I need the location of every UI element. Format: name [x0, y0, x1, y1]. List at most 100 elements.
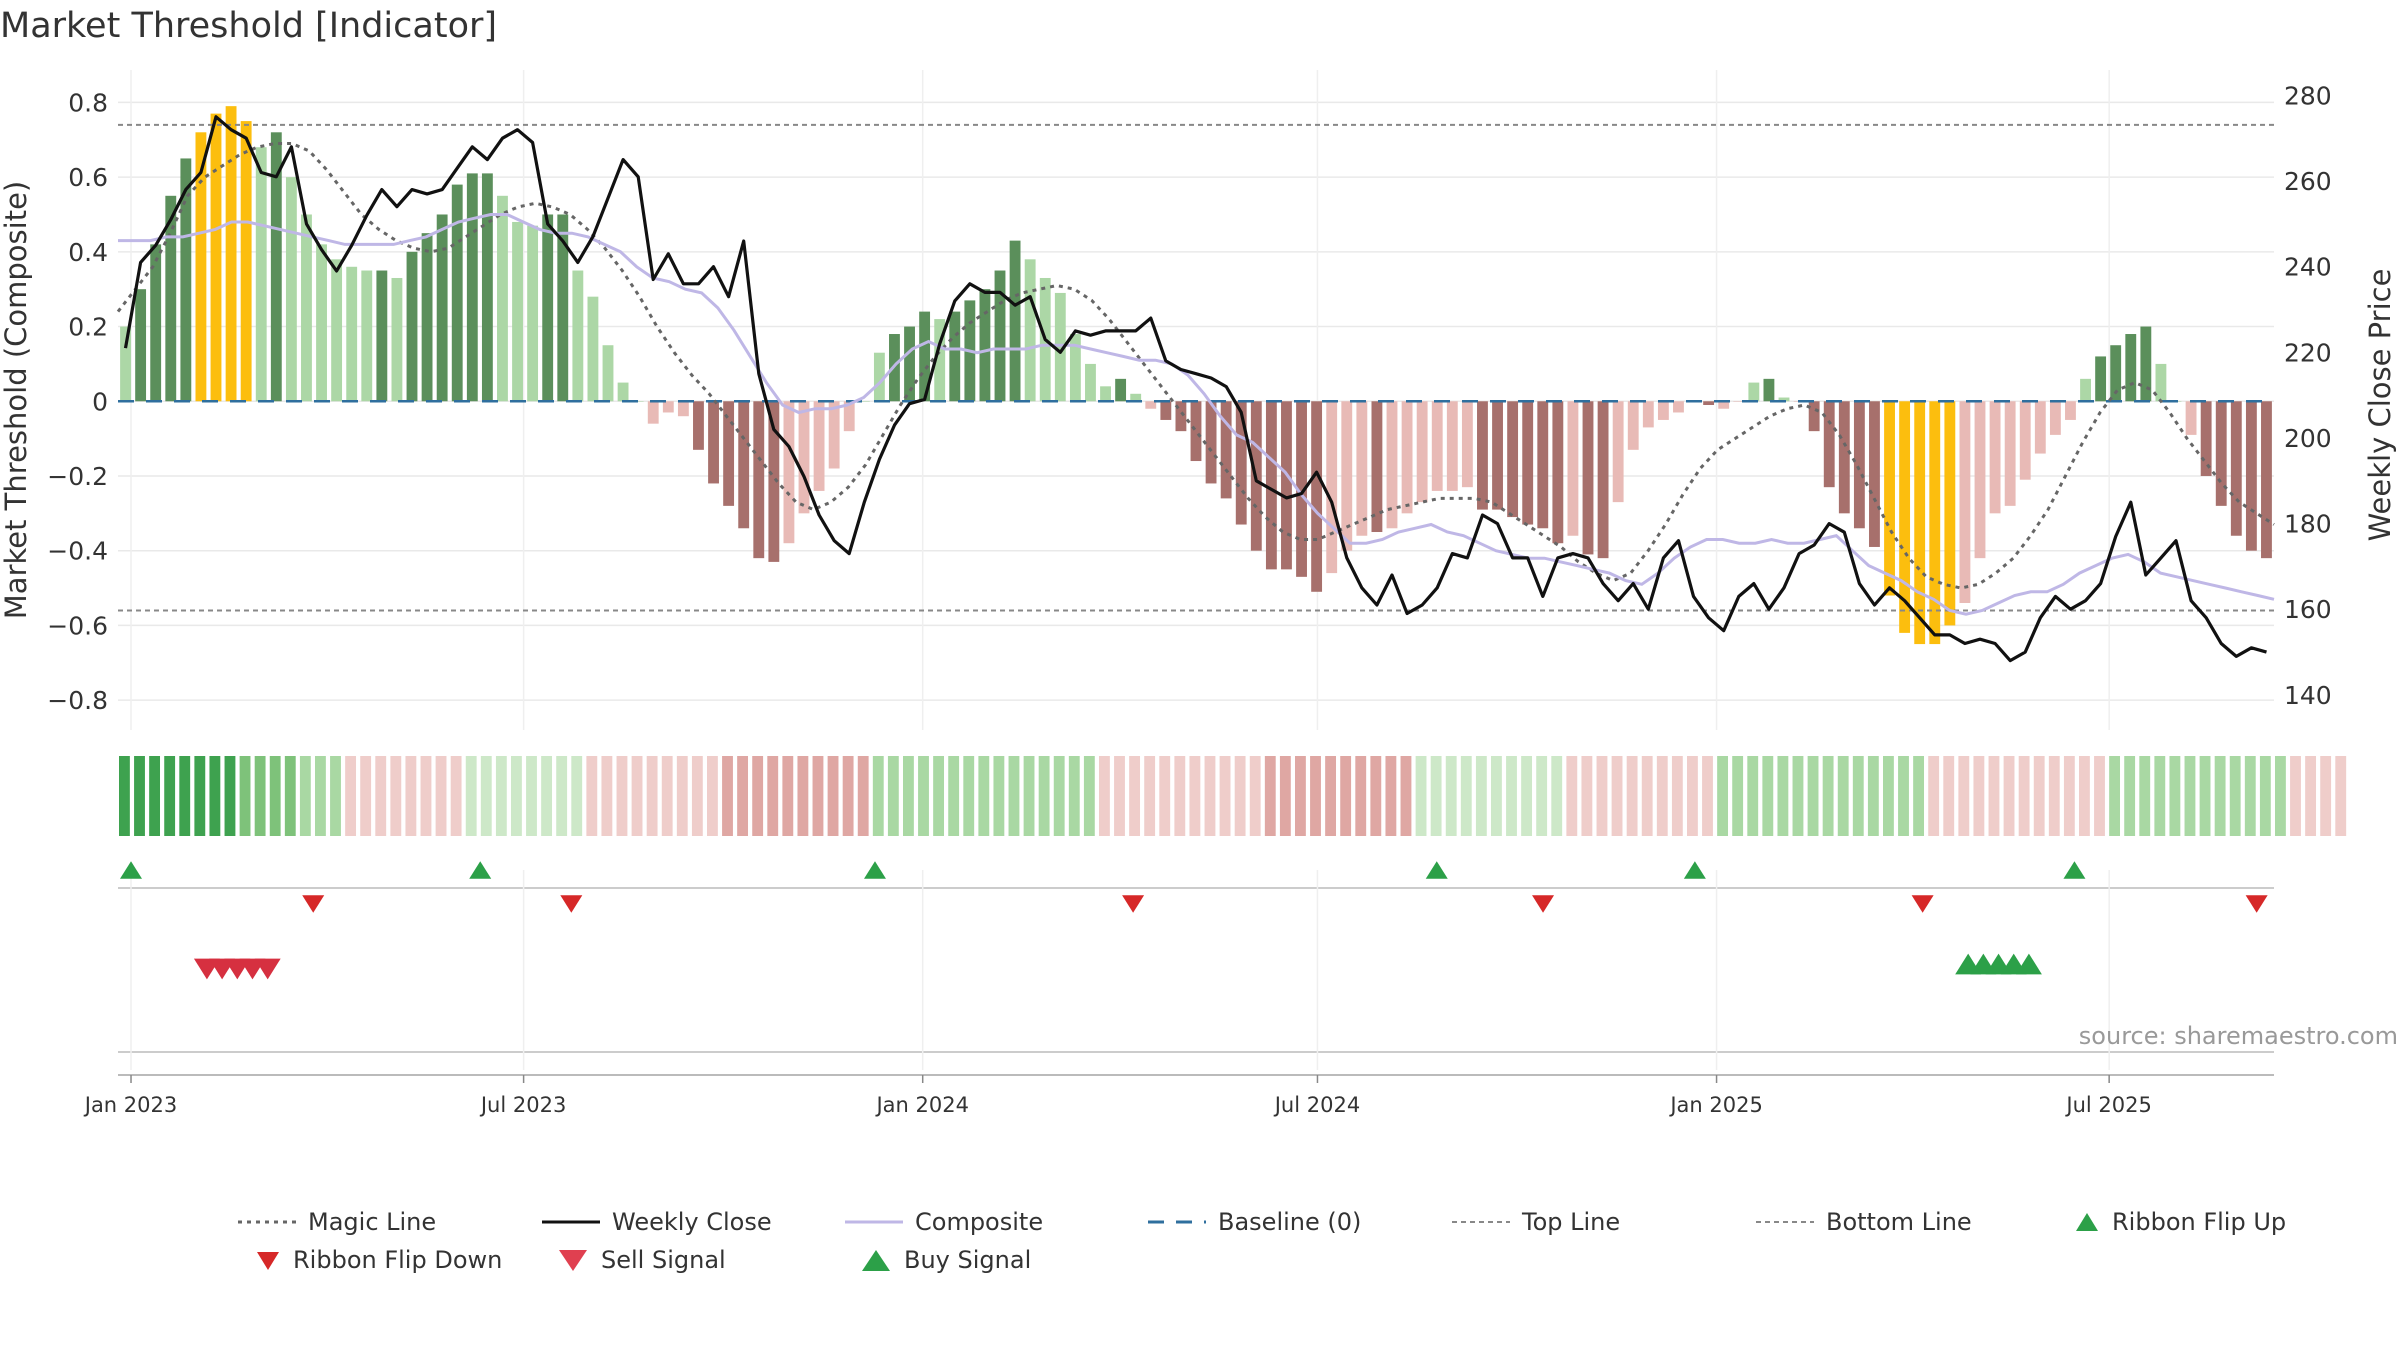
ribbon-cell [993, 756, 1005, 836]
ribbon-cell [571, 756, 583, 836]
ribbon-cell [134, 756, 145, 836]
ribbon-cell [1913, 756, 1925, 836]
composite-bar [2125, 334, 2137, 402]
ribbon-cell [1928, 756, 1940, 836]
ribbon-cell [511, 756, 522, 836]
composite-bar [662, 401, 674, 413]
composite-bar [1296, 401, 1307, 577]
y-tick-label-right: 220 [2284, 338, 2332, 367]
ribbon-flip-up-marker [120, 861, 143, 879]
y-tick-label-left: 0 [92, 387, 108, 416]
composite-bar [617, 382, 629, 402]
ribbon-cell [691, 756, 703, 836]
legend-label: Ribbon Flip Down [293, 1246, 503, 1274]
ribbon-cell [556, 756, 568, 836]
ribbon-cell [224, 756, 236, 836]
composite-bar [2245, 401, 2257, 551]
legend-baseline: Baseline (0) [1148, 1208, 1361, 1236]
composite-bar [1371, 401, 1383, 533]
ribbon-cell [495, 756, 507, 836]
composite-bar [2185, 401, 2197, 435]
ribbon-cell [1551, 756, 1563, 836]
composite-bar [1190, 401, 1202, 462]
composite-bar [1416, 401, 1428, 503]
ribbon-cell [2305, 756, 2317, 836]
gray-dotted-line-icon [1452, 1221, 1510, 1223]
composite-bar [1733, 401, 1745, 402]
composite-bar [2065, 401, 2076, 420]
y-tick-label-right: 160 [2284, 595, 2332, 624]
ribbon-cell [978, 756, 990, 836]
composite-bar [2230, 401, 2242, 536]
ribbon-flip-down-marker [1532, 895, 1555, 913]
composite-bar [1054, 292, 1066, 402]
ribbon-cell [1340, 756, 1352, 836]
ribbon-cell [119, 756, 130, 836]
ribbon-cell [1988, 756, 2000, 836]
ribbon-cell [2154, 756, 2166, 836]
composite-bar [1823, 401, 1835, 488]
ribbon-cell [1053, 756, 1065, 836]
composite-bar [497, 195, 508, 402]
ribbon-cell [2199, 756, 2211, 836]
composite-bar [1386, 401, 1398, 529]
ribbon-cell [435, 756, 447, 836]
bars-layer [120, 106, 2272, 645]
x-tick-label: Jan 2025 [1668, 1093, 1763, 1117]
ribbon-cell [2335, 756, 2347, 836]
ribbon-cell [1114, 756, 1125, 836]
composite-bar [301, 214, 312, 402]
ribbon-cell [857, 756, 869, 836]
y-tick-label-right: 140 [2284, 681, 2332, 710]
composite-bar [1869, 401, 1880, 547]
composite-bar [2215, 401, 2227, 506]
composite-bar [708, 401, 719, 484]
x-tick-label: Jul 2023 [479, 1093, 566, 1117]
ribbon-cell [480, 756, 492, 836]
ribbon-cell [1566, 756, 1578, 836]
ribbon-cell [2033, 756, 2045, 836]
ribbon-cell [812, 756, 824, 836]
composite-bar [2004, 401, 2016, 506]
legend-magic-line: Magic Line [238, 1208, 436, 1236]
composite-bar [828, 401, 840, 469]
composite-bar [1145, 401, 1157, 409]
y-tick-label-left: 0.6 [68, 163, 108, 192]
composite-bar [406, 251, 418, 402]
composite-bar [542, 214, 554, 402]
composite-bar [1989, 401, 2001, 514]
legend-buy-signal: Buy Signal [860, 1246, 1031, 1274]
solid-line-icon [542, 1220, 600, 1224]
ribbon-flip-up-marker [469, 861, 492, 879]
composite-bar [979, 289, 991, 402]
ribbon-cell [1536, 756, 1548, 836]
legend-sell-signal: Sell Signal [557, 1246, 726, 1274]
ribbon-cell [450, 756, 462, 836]
ribbon-cell [903, 756, 914, 836]
composite-line [118, 213, 2275, 616]
composite-bar [255, 147, 267, 402]
ribbon-cell [1174, 756, 1186, 836]
composite-bar [1507, 401, 1519, 518]
ribbon-cell [722, 756, 733, 836]
composite-bar [677, 401, 689, 417]
ribbon-cell [209, 756, 221, 836]
ribbon-cell [1204, 756, 1216, 836]
y-tick-label-right: 200 [2284, 424, 2332, 453]
composite-bar [1009, 240, 1021, 402]
y-tick-label-left: −0.8 [47, 686, 108, 715]
composite-bar [1748, 382, 1760, 402]
ribbon-cell [2214, 756, 2226, 836]
triangle-down-icon [257, 1252, 279, 1270]
composite-bar [1446, 401, 1458, 491]
ribbon-flip-up-marker [1683, 861, 1706, 879]
ribbon-cell [661, 756, 673, 836]
composite-bar [2095, 356, 2107, 402]
composite-bar [512, 221, 523, 402]
legend-label: Weekly Close [612, 1208, 772, 1236]
ribbon-cell [330, 756, 341, 836]
composite-bar [527, 225, 539, 402]
ribbon-cell [1038, 756, 1050, 836]
legend-weekly-close: Weekly Close [542, 1208, 772, 1236]
composite-bar [436, 214, 448, 402]
